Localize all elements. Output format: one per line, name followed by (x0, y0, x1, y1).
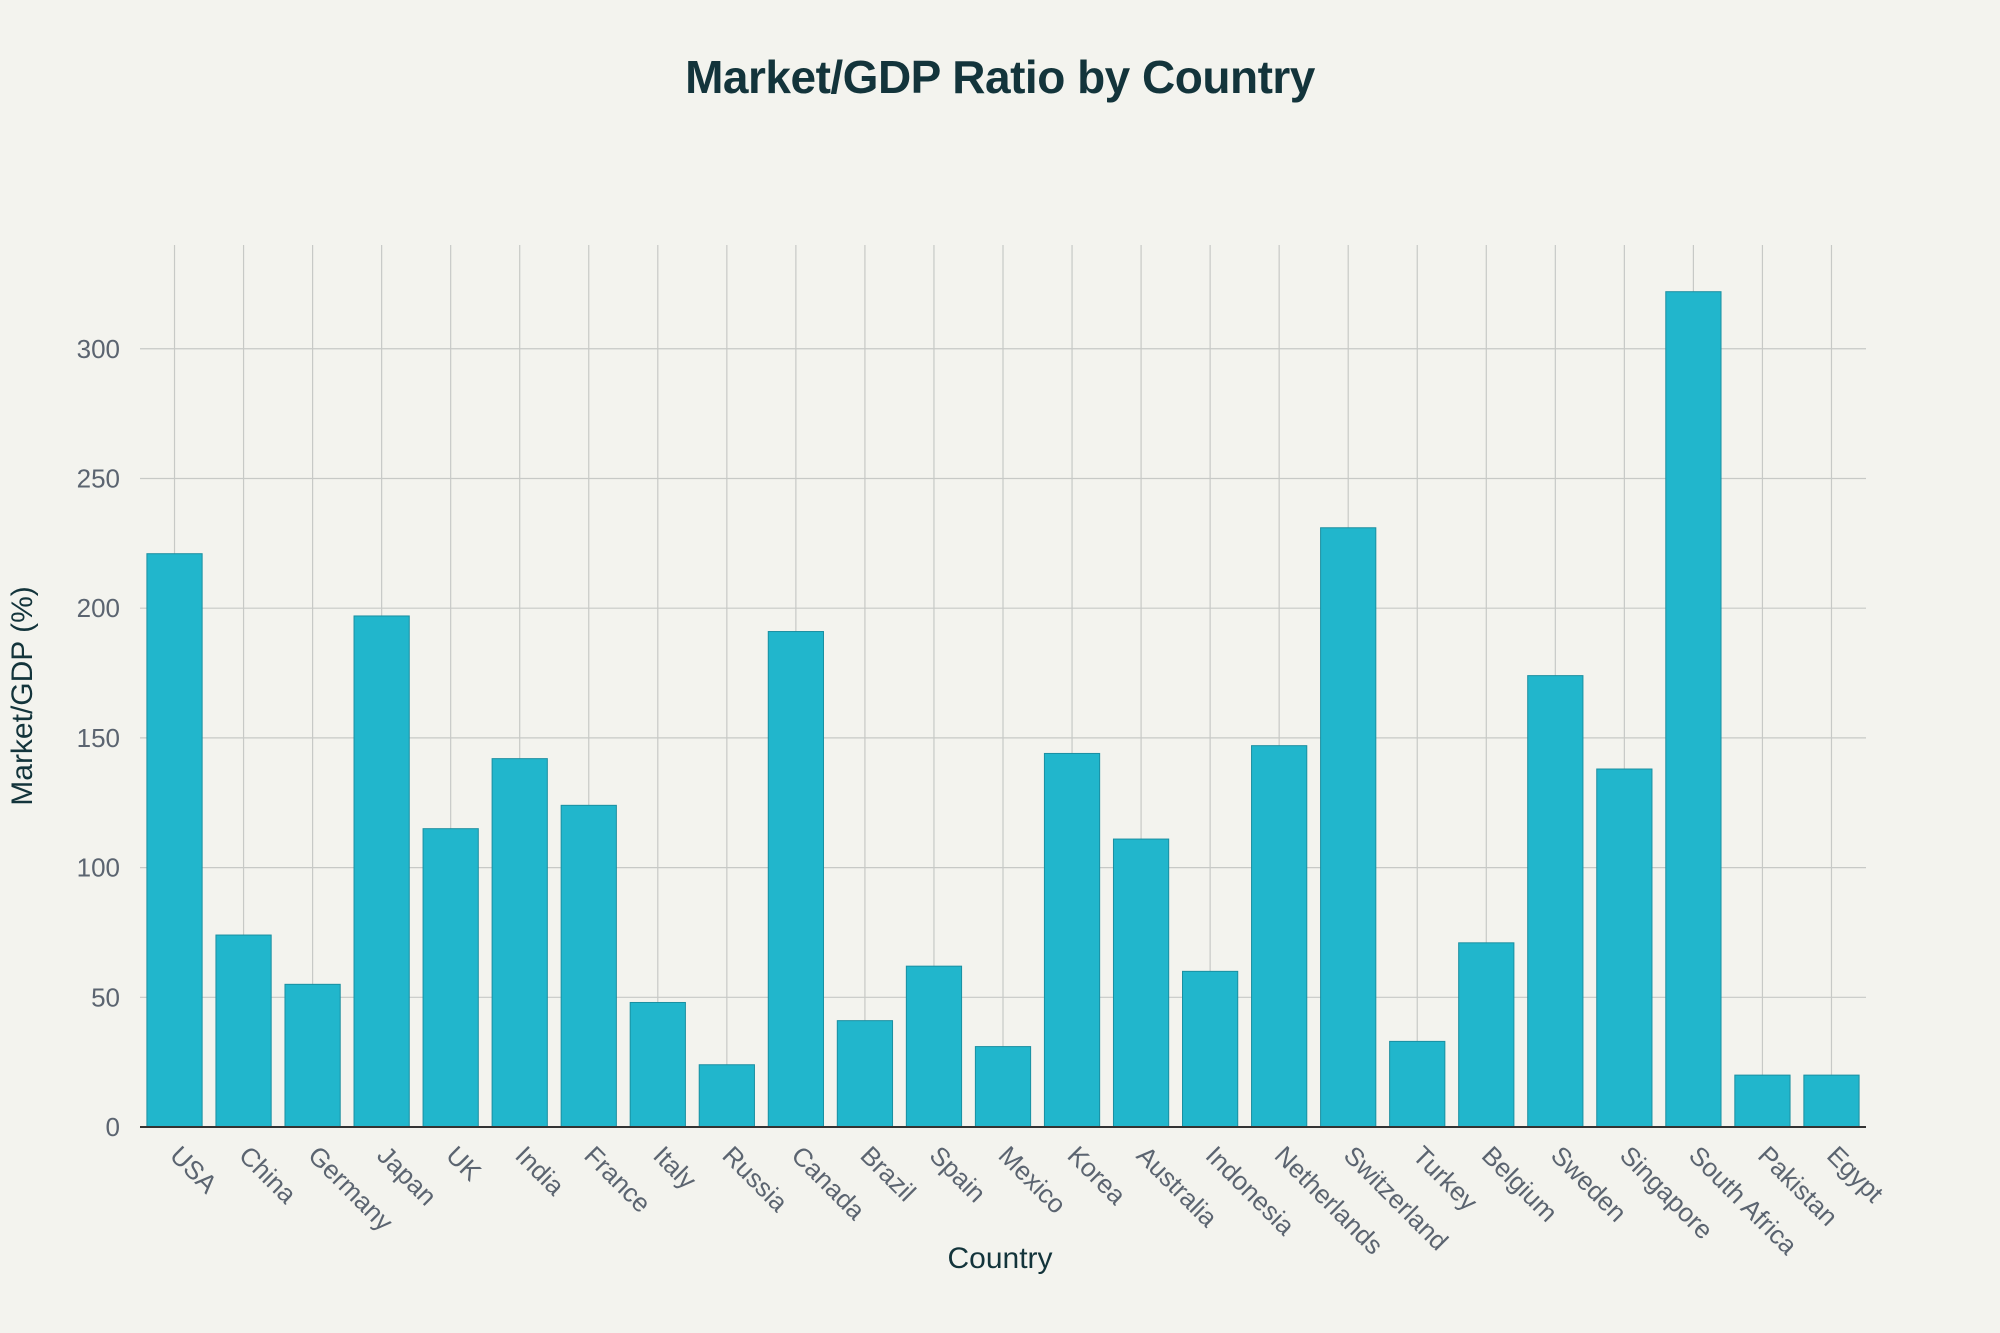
bar-italy (629, 1001, 686, 1128)
y-tick-label: 200 (77, 593, 120, 623)
bar-mexico (974, 1046, 1032, 1128)
bar-france (560, 804, 617, 1128)
chart-title: Market/GDP Ratio by Country (685, 51, 1315, 103)
x-tick-label: France (579, 1140, 657, 1218)
x-tick-label: UK (440, 1140, 487, 1187)
bar-australia (1112, 838, 1170, 1128)
x-tick-label: India (509, 1140, 570, 1201)
bar-south-africa (1665, 291, 1722, 1128)
bar-korea (1043, 752, 1101, 1128)
x-tick-label: Russia (717, 1140, 795, 1218)
bar-usa (146, 553, 203, 1128)
y-tick-label: 0 (106, 1112, 120, 1142)
bar-uk (422, 828, 479, 1128)
x-tick-label: Spain (924, 1140, 992, 1208)
bar-china (215, 934, 272, 1128)
bar-sweden (1527, 675, 1584, 1128)
y-axis-title: Market/GDP (%) (6, 586, 39, 805)
y-tick-label: 100 (77, 853, 120, 883)
bar-singapore (1596, 768, 1653, 1128)
bar-pakistan (1734, 1074, 1791, 1128)
bar-belgium (1458, 942, 1515, 1128)
bar-turkey (1389, 1040, 1446, 1128)
bar-india (491, 758, 548, 1128)
bar-russia (698, 1064, 755, 1128)
y-tick-label: 300 (77, 334, 120, 364)
bar-brazil (836, 1020, 894, 1128)
y-tick-label: 250 (77, 463, 120, 493)
y-tick-label: 150 (77, 723, 120, 753)
bar-switzerland (1320, 527, 1377, 1128)
bar-japan (353, 615, 410, 1128)
x-tick-label: USA (164, 1140, 223, 1199)
x-axis-title: Country (947, 1242, 1052, 1275)
x-tick-label: Korea (1062, 1140, 1133, 1211)
bar-canada (767, 631, 824, 1128)
bar-netherlands (1251, 745, 1308, 1128)
bar-egypt (1803, 1074, 1860, 1128)
bar-spain (905, 965, 963, 1128)
x-tick-label: Belgium (1476, 1140, 1564, 1228)
x-tick-label: Italy (648, 1140, 703, 1195)
y-tick-label: 50 (91, 982, 120, 1012)
bar-indonesia (1182, 970, 1239, 1128)
x-tick-label: China (233, 1140, 303, 1210)
x-tick-label: Canada (786, 1140, 872, 1226)
bar-germany (284, 983, 341, 1128)
x-tick-label: Sweden (1545, 1140, 1633, 1228)
x-tick-label: Mexico (993, 1140, 1072, 1219)
